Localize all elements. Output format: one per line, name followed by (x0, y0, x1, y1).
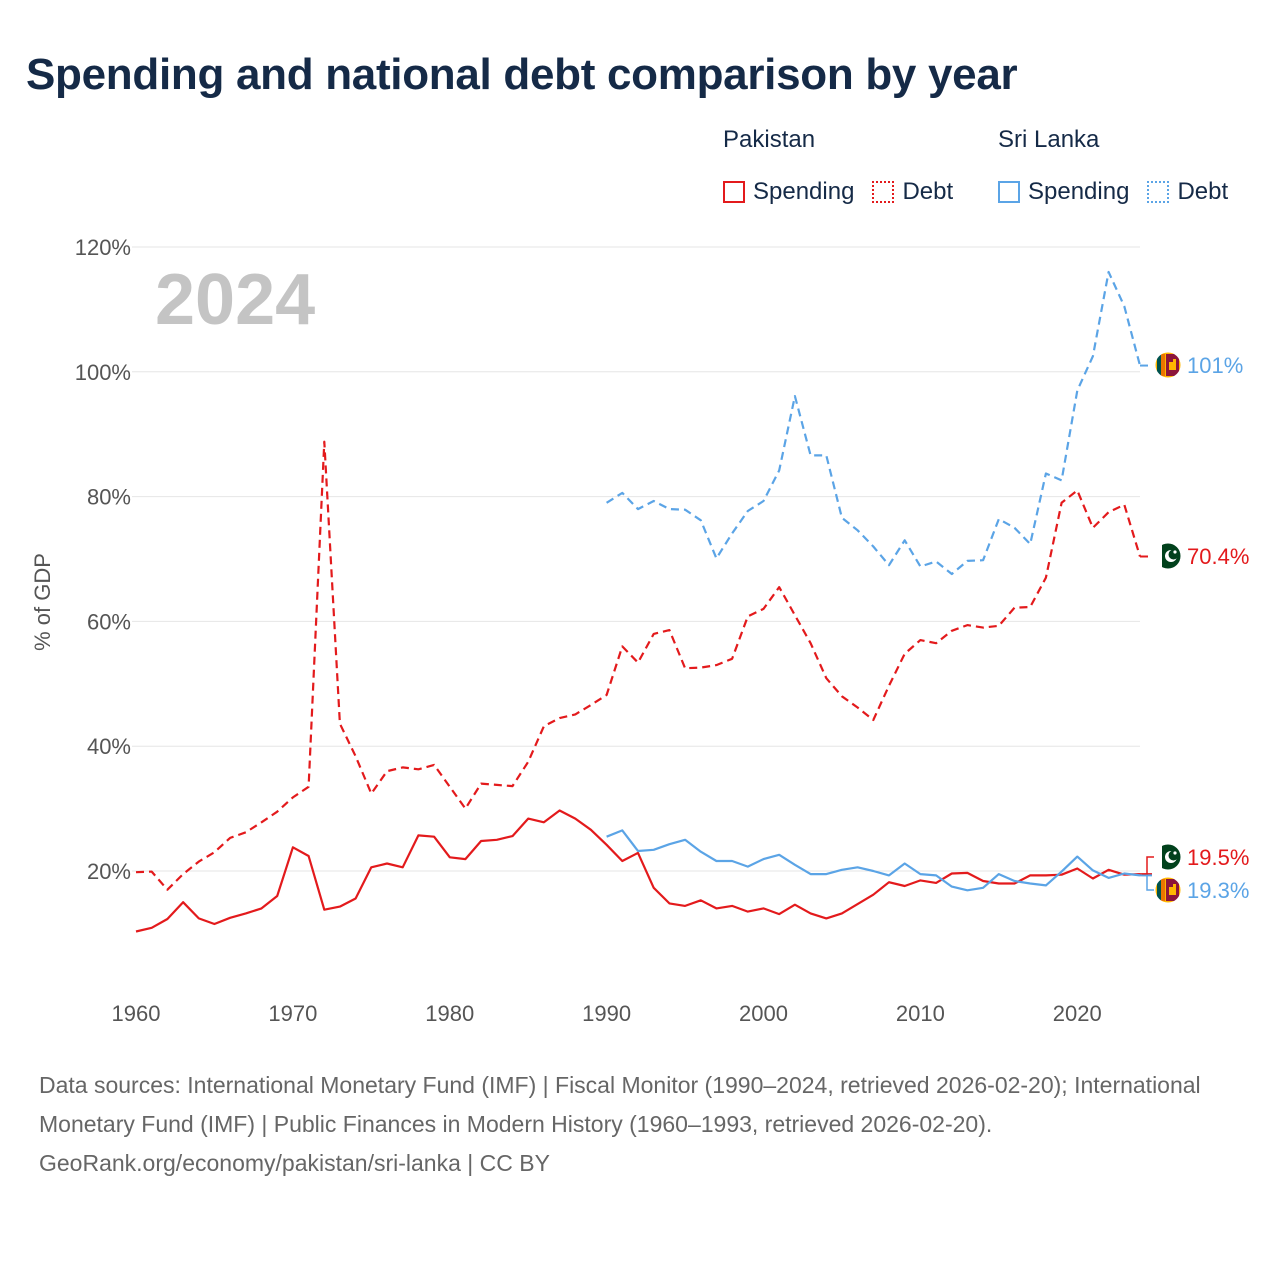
x-tick-label: 1990 (582, 1001, 631, 1026)
pakistan-flag-icon (1155, 844, 1181, 870)
x-tick-label: 2010 (896, 1001, 945, 1026)
legend-group-pakistan: Pakistan Spending Debt (723, 124, 953, 206)
series-line-pakistan-debt (135, 440, 1142, 891)
solid-line-swatch-icon (723, 181, 745, 203)
x-tick-label: 1980 (425, 1001, 474, 1026)
y-tick-label: 100% (75, 360, 131, 385)
x-tick-label: 1970 (268, 1001, 317, 1026)
flag-hoist (1155, 844, 1162, 870)
flag-star (1173, 550, 1177, 554)
flag-star (1173, 851, 1177, 855)
legend-group-title: Pakistan (723, 126, 816, 153)
end-value-label: 101% (1187, 353, 1243, 378)
flag-green-band (1157, 879, 1161, 901)
flag-orange-band (1161, 354, 1165, 376)
legend-group-title: Sri Lanka (998, 126, 1100, 153)
sri-lanka-flag-icon (1155, 877, 1181, 903)
legend-label: Spending (753, 178, 855, 205)
year-watermark: 2024 (155, 260, 315, 340)
y-tick-label: 80% (87, 485, 131, 510)
legend-sri-lanka-debt[interactable]: Debt (1147, 178, 1228, 206)
legend-group-sri-lanka: Sri Lanka Spending Debt (998, 124, 1228, 206)
flag-crescent-cut (1168, 549, 1179, 560)
data-sources: Data sources: International Monetary Fun… (39, 1072, 1201, 1137)
flag-green-band (1157, 354, 1161, 376)
flag-ring (1154, 843, 1182, 871)
series-line-pakistan-spending (135, 809, 1141, 933)
solid-line-swatch-icon (998, 181, 1020, 203)
legend-label: Spending (1028, 178, 1130, 205)
end-value-label: 19.3% (1187, 878, 1249, 903)
footer: Data sources: International Monetary Fun… (39, 1066, 1239, 1183)
flag-ring (1154, 351, 1182, 379)
end-value-label: 19.5% (1187, 845, 1249, 870)
line-chart: 20% 40% 60% 80% 100% 120% 1960 1970 1980 1990 200… (30, 235, 1249, 1026)
sri-lanka-flag-icon (1155, 352, 1181, 378)
series-line-sri-lanka-spending (606, 829, 1141, 892)
y-axis-label: % of GDP (30, 553, 55, 651)
y-tick-label: 120% (75, 235, 131, 260)
series-line-sri-lanka-debt (606, 270, 1142, 576)
flag-hoist (1155, 543, 1162, 569)
flag-ring (1154, 876, 1182, 904)
x-tick-label: 2020 (1053, 1001, 1102, 1026)
dotted-line-swatch-icon (1147, 181, 1170, 203)
label-connector (1142, 874, 1154, 891)
flag-lion (1169, 884, 1176, 895)
legend-label: Debt (1177, 178, 1229, 205)
end-value-label: 70.4% (1187, 544, 1249, 569)
label-connector (1142, 856, 1154, 875)
dotted-line-swatch-icon (872, 181, 895, 203)
flag-lion (1169, 359, 1176, 370)
x-tick-label: 2000 (739, 1001, 788, 1026)
credit-link[interactable]: GeoRank.org/economy/pakistan/sri-lanka |… (39, 1150, 550, 1176)
flag-crescent-cut (1168, 850, 1179, 861)
y-tick-label: 20% (87, 859, 131, 884)
legend-pakistan-debt[interactable]: Debt (872, 178, 953, 206)
page-title: Spending and national debt comparison by… (26, 50, 1018, 99)
x-tick-label: 1960 (112, 1001, 161, 1026)
flag-ring (1154, 542, 1182, 570)
y-tick-label: 60% (87, 609, 131, 634)
pakistan-flag-icon (1155, 543, 1181, 569)
legend-label: Debt (902, 178, 954, 205)
y-tick-label: 40% (87, 734, 131, 759)
legend-sri-lanka-spending[interactable]: Spending (998, 178, 1129, 206)
flag-orange-band (1161, 879, 1165, 901)
legend-pakistan-spending[interactable]: Spending (723, 178, 854, 206)
